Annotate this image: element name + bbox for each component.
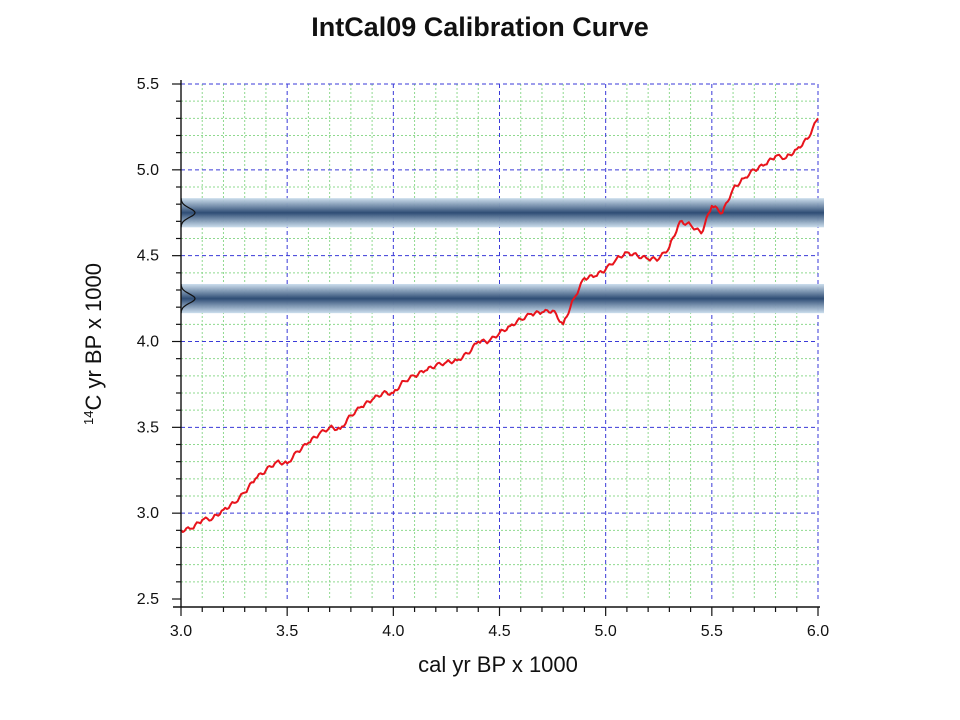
y-tick-label: 3.5 bbox=[137, 419, 159, 436]
major-grid bbox=[181, 83, 819, 599]
y-tick-label: 3.0 bbox=[137, 505, 159, 522]
x-tick-label: 4.0 bbox=[382, 623, 404, 640]
y-tick-label: 4.0 bbox=[137, 334, 159, 351]
series-line bbox=[180, 117, 819, 533]
x-tick-label: 4.5 bbox=[488, 623, 510, 640]
svg-text:14C yr BP x 1000: 14C yr BP x 1000 bbox=[81, 263, 106, 425]
band-distribution-outline bbox=[180, 283, 196, 314]
x-tick-label: 5.0 bbox=[595, 623, 617, 640]
calibration-band bbox=[181, 198, 824, 228]
y-tick-label: 2.5 bbox=[137, 591, 159, 608]
bands-layer bbox=[180, 198, 824, 314]
y-axis-label: 14C yr BP x 1000 bbox=[81, 263, 106, 425]
y-axis-label-text: C yr BP x 1000 bbox=[81, 263, 106, 411]
x-tick-labels: 3.0 3.5 4.0 4.5 5.0 5.5 6.0 bbox=[170, 623, 829, 640]
x-tick-label: 5.5 bbox=[701, 623, 723, 640]
y-axis-label-superscript: 14 bbox=[81, 411, 96, 425]
y-tick-labels: 2.5 3.0 3.5 4.0 4.5 5.0 5.5 bbox=[137, 76, 159, 608]
series-layer bbox=[180, 117, 819, 533]
y-tick-label: 5.0 bbox=[137, 162, 159, 179]
x-tick-label: 6.0 bbox=[807, 623, 829, 640]
chart-title: IntCal09 Calibration Curve bbox=[311, 12, 649, 42]
x-axis-label: cal yr BP x 1000 bbox=[418, 652, 578, 677]
y-tick-label: 5.5 bbox=[137, 76, 159, 93]
calibration-band bbox=[181, 283, 824, 314]
y-tick-label: 4.5 bbox=[137, 248, 159, 265]
band-distribution-outline bbox=[180, 198, 196, 228]
x-tick-label: 3.5 bbox=[276, 623, 298, 640]
x-tick-label: 3.0 bbox=[170, 623, 192, 640]
axes-layer bbox=[172, 80, 820, 616]
